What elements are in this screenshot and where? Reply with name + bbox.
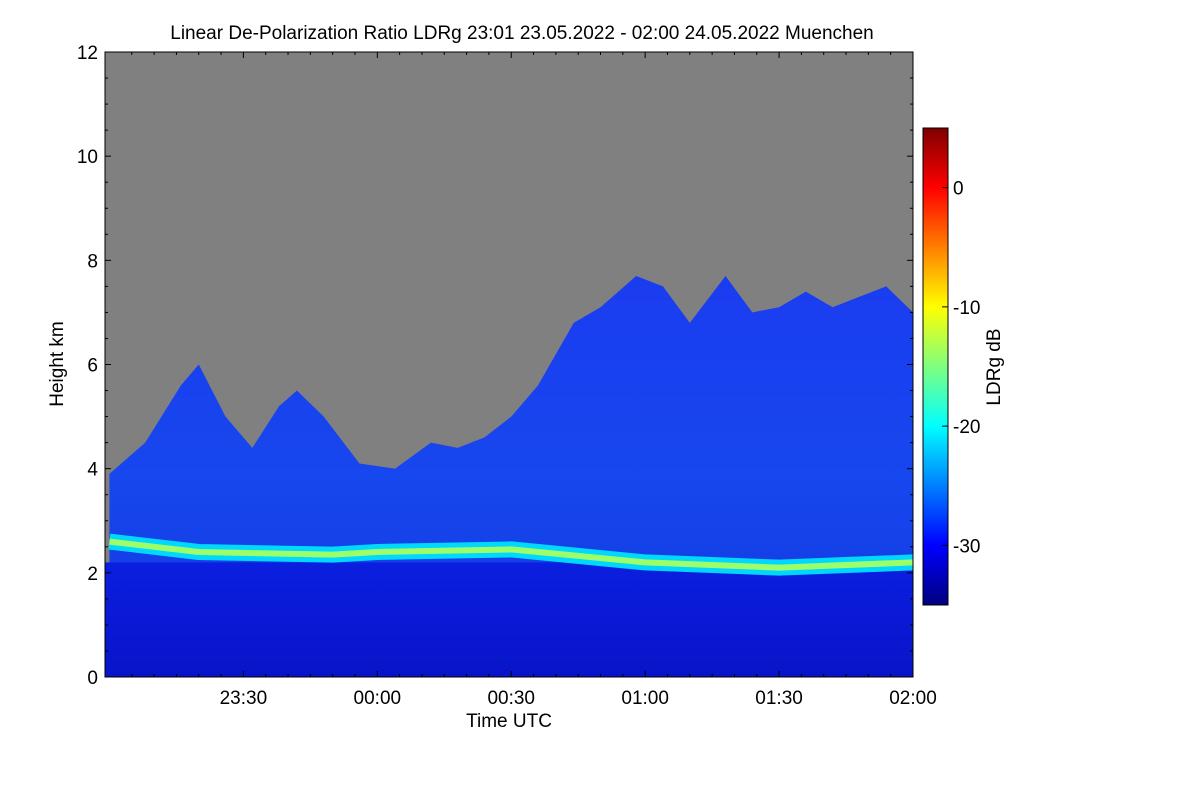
y-tick: 4 <box>87 460 913 481</box>
heatmap-area <box>105 52 913 677</box>
y-tick: 12 <box>77 43 913 64</box>
colorbar-tick: 0 <box>942 179 964 200</box>
y-tick-label: 2 <box>87 564 98 585</box>
x-tick: 00:30 <box>487 52 535 709</box>
colorbar-tick-label: -20 <box>953 417 980 438</box>
x-tick: 23:30 <box>220 52 268 709</box>
x-axis: 23:30 00:00 00:30 01:00 01:30 02:00 <box>131 52 937 709</box>
x-tick: 01:30 <box>755 52 803 709</box>
colorbar-ticks: 0 -10 -20 -30 <box>942 179 980 557</box>
y-tick-label: 6 <box>87 356 98 377</box>
colorbar-tick: -30 <box>942 536 980 557</box>
colorbar-label: LDRg dB <box>984 328 1005 405</box>
y-axis-label: Height km <box>47 321 68 407</box>
y-tick-label: 0 <box>87 668 98 689</box>
y-tick-label: 4 <box>87 460 98 481</box>
x-tick: 02:00 <box>889 52 937 709</box>
colorbar <box>922 127 949 606</box>
y-axis: 0 2 4 6 8 10 12 <box>77 43 913 689</box>
x-axis-label: Time UTC <box>466 711 552 732</box>
colorbar-tick-label: -30 <box>953 536 980 557</box>
y-tick: 10 <box>77 147 913 168</box>
below-melting-layer-region <box>105 562 913 677</box>
x-tick-label: 02:00 <box>889 688 937 709</box>
colorbar-tick: -20 <box>942 417 980 438</box>
colorbar-tick: -10 <box>942 298 980 319</box>
y-tick: 8 <box>87 251 913 272</box>
x-tick-label: 01:30 <box>755 688 803 709</box>
y-tick-label: 10 <box>77 147 98 168</box>
x-tick-label: 00:00 <box>354 688 402 709</box>
colorbar-tick-label: 0 <box>953 179 964 200</box>
chart-title: Linear De-Polarization Ratio LDRg 23:01 … <box>170 23 873 44</box>
x-tick: 01:00 <box>621 52 669 709</box>
colorbar-tick-label: -10 <box>953 298 980 319</box>
melting-layer-band <box>109 538 913 571</box>
y-tick-label: 12 <box>77 43 98 64</box>
y-tick-label: 8 <box>87 251 98 272</box>
x-tick-label: 00:30 <box>487 688 535 709</box>
y-tick: 0 <box>87 668 913 689</box>
x-tick-label: 01:00 <box>621 688 669 709</box>
x-tick: 00:00 <box>354 52 402 709</box>
y-tick: 6 <box>87 356 913 377</box>
y-tick: 2 <box>87 564 913 585</box>
x-tick-label: 23:30 <box>220 688 268 709</box>
